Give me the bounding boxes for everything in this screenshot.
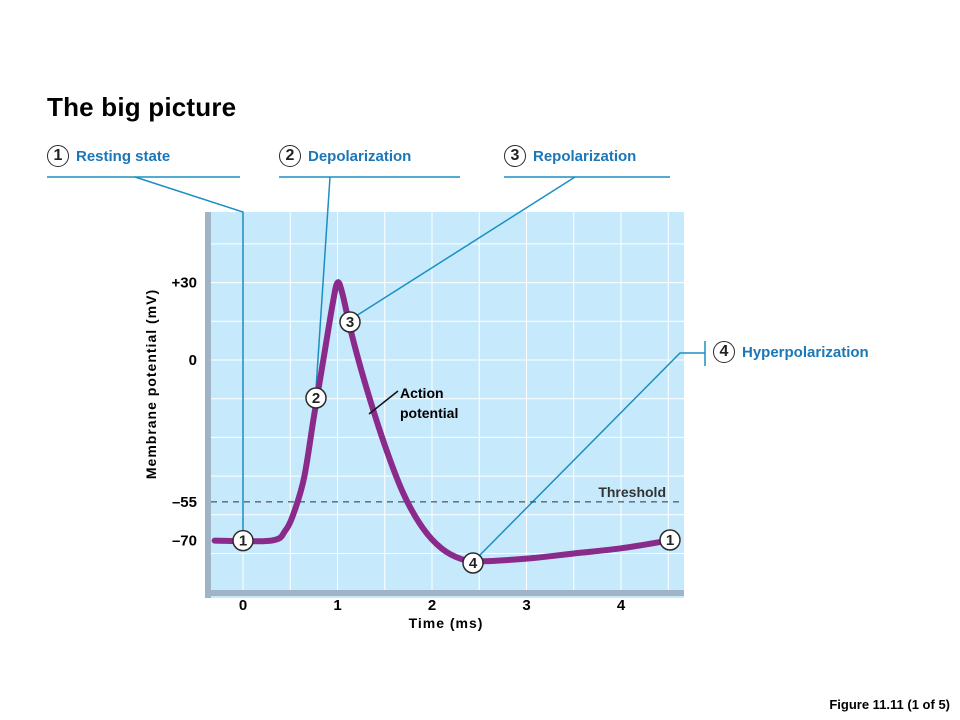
stage-label-depolarization: Depolarization: [308, 147, 412, 165]
y-tick-3: –70: [172, 533, 197, 550]
marker-4-stage-4: 4: [462, 552, 484, 574]
y-tick-1: 0: [189, 352, 197, 369]
stage-repolarization: 3 Repolarization: [504, 145, 636, 167]
leader-depolarization: [315, 176, 331, 390]
stage-markers: 1 2 3 4 1: [232, 311, 681, 574]
leader-hyperpolarization: [478, 352, 705, 557]
stage-label-repolarization: Repolarization: [533, 147, 637, 165]
marker-number: 3: [346, 314, 354, 331]
marker-number: 4: [469, 555, 478, 572]
threshold-label: Threshold: [598, 484, 666, 500]
stage-label-resting-state: Resting state: [76, 147, 171, 165]
action-potential-label-line2: potential: [400, 405, 458, 421]
action-potential-pointer: [368, 390, 399, 415]
marker-3-stage-3: 3: [339, 311, 361, 333]
action-potential-label-line1: Action: [400, 385, 444, 401]
leader-resting: [134, 176, 244, 532]
x-axis-frame: [205, 590, 684, 596]
marker-2-stage-2: 2: [305, 387, 327, 409]
stage-depolarization: 2 Depolarization: [279, 145, 411, 167]
x-tick-2: 2: [428, 597, 436, 614]
stage-number-4: 4: [713, 341, 735, 363]
marker-number: 2: [312, 390, 320, 407]
x-tick-labels: 0 1 2 3 4: [239, 597, 626, 614]
action-potential-curve: [211, 279, 672, 565]
leader-repolarization: [355, 176, 576, 317]
y-tick-labels: +30 0 –55 –70: [172, 275, 197, 550]
x-tick-3: 3: [522, 597, 530, 614]
y-axis-frame: [205, 212, 211, 598]
y-tick-2: –55: [172, 494, 197, 511]
x-axis-label: Time (ms): [409, 615, 484, 631]
marker-number: 1: [239, 533, 247, 550]
marker-circle: [305, 387, 327, 409]
stage-number-2: 2: [279, 145, 301, 167]
marker-5-stage-1: 1: [659, 529, 681, 551]
diagram-title: The big picture: [47, 92, 237, 122]
x-tick-1: 1: [333, 597, 341, 614]
marker-circle: [232, 529, 254, 552]
leader-lines: [134, 176, 705, 557]
plot-area: [210, 212, 684, 598]
marker-1-stage-1: 1: [232, 529, 254, 552]
figure-caption: Figure 11.11 (1 of 5): [829, 697, 950, 712]
stage-number-3: 3: [504, 145, 526, 167]
x-tick-4: 4: [617, 597, 626, 614]
stage-label-hyperpolarization: Hyperpolarization: [742, 343, 869, 361]
marker-circle: [339, 311, 361, 333]
stage-hyperpolarization: 4 Hyperpolarization: [713, 341, 869, 363]
stage-number-1: 1: [47, 145, 69, 167]
y-axis-label: Membrane potential (mV): [143, 289, 159, 479]
x-tick-0: 0: [239, 597, 247, 614]
marker-number: 1: [666, 532, 674, 549]
marker-circle: [462, 552, 484, 574]
marker-circle: [659, 529, 681, 551]
y-tick-0: +30: [172, 275, 197, 292]
stage-resting-state: 1 Resting state: [47, 145, 170, 167]
